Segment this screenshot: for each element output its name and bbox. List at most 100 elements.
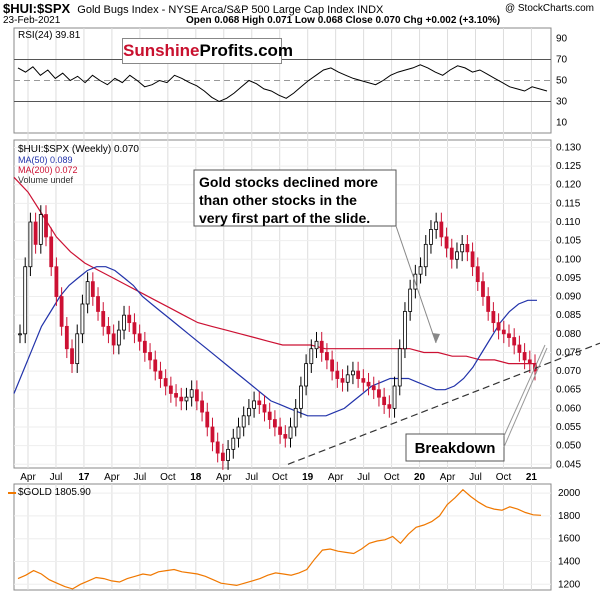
x-tick-label: Apr — [216, 472, 232, 483]
candle-body — [387, 404, 392, 409]
candle-body — [356, 370, 361, 379]
x-tick-label: Jul — [245, 472, 258, 483]
candle-body — [496, 322, 501, 331]
candle-body — [512, 337, 517, 346]
candle-body — [309, 348, 314, 365]
ma50-line — [13, 266, 537, 417]
ohlc-label: Open 0.068 High 0.071 Low 0.068 Close 0.… — [186, 15, 501, 26]
candle-body — [96, 296, 100, 312]
candle-body — [527, 359, 532, 365]
x-tick-label: Oct — [384, 472, 400, 483]
candle-body — [85, 281, 90, 305]
candle-body — [38, 214, 43, 245]
price-panel-frame — [13, 139, 552, 469]
annotation-box-2 — [405, 433, 505, 462]
candle-body — [319, 340, 324, 353]
candle-body — [257, 400, 262, 406]
candle-body — [127, 314, 132, 324]
candle-body — [439, 221, 444, 238]
candle-body — [397, 348, 402, 387]
candle-body — [101, 311, 106, 327]
price-y-tick: 0.125 — [556, 161, 581, 172]
x-tick-label: Jul — [133, 472, 146, 483]
gold-y-tick: 1200 — [558, 579, 581, 590]
annotation-text-1: Gold stocks declined more — [199, 174, 378, 190]
candle-body — [148, 352, 152, 361]
candle-body — [44, 214, 48, 238]
candle-body — [382, 396, 387, 406]
logo-part-2: Profits.com — [199, 41, 294, 60]
candle-body — [28, 221, 33, 268]
gold-line — [17, 488, 542, 590]
candle-body — [163, 378, 168, 387]
candle-body — [189, 389, 194, 398]
x-tick-label: Oct — [496, 472, 512, 483]
candle-body — [168, 385, 173, 394]
gold-y-tick: 1800 — [558, 511, 581, 522]
candle-body — [80, 303, 85, 335]
candle-body — [460, 243, 465, 253]
candle-body — [210, 426, 215, 443]
gold-panel-frame — [13, 483, 552, 591]
annotation-arrow-2b — [503, 347, 548, 448]
candle-body — [475, 266, 480, 283]
candle-body — [241, 415, 246, 428]
candle-body — [278, 426, 283, 435]
price-y-tick: 0.115 — [556, 198, 581, 209]
candle-body — [205, 411, 210, 428]
price-y-tick: 0.065 — [556, 385, 581, 396]
rsi-y-tick: 30 — [556, 97, 568, 108]
candle-body — [371, 385, 376, 391]
price-y-tick: 0.110 — [556, 217, 581, 228]
price-y-tick: 0.120 — [556, 180, 581, 191]
x-tick-label: Jul — [357, 472, 370, 483]
rsi-y-tick: 50 — [556, 76, 568, 87]
candle-body — [70, 348, 74, 365]
candle-body — [507, 333, 511, 338]
candle-body — [486, 296, 491, 312]
ma200-line — [13, 176, 537, 365]
candle-body — [132, 322, 137, 335]
candle-body — [429, 229, 433, 245]
gold-y-tick: 2000 — [558, 488, 581, 499]
x-tick-label: Oct — [160, 472, 176, 483]
candle-body — [340, 378, 345, 383]
candle-body — [293, 407, 298, 428]
price-y-tick: 0.130 — [556, 142, 581, 153]
rsi-line — [17, 64, 548, 103]
candle-body — [215, 441, 220, 454]
x-tick-label: 21 — [526, 472, 538, 483]
ma200-legend: MA(200) 0.072 — [18, 165, 78, 175]
candle-body — [304, 363, 309, 387]
candle-body — [345, 374, 350, 383]
candle-body — [288, 426, 293, 439]
support-trendline — [287, 342, 600, 465]
price-y-tick: 0.060 — [556, 403, 581, 414]
rsi-y-tick: 90 — [556, 34, 568, 45]
rsi-legend: RSI(24) 39.81 — [18, 30, 81, 41]
gold-y-tick: 1600 — [558, 534, 581, 545]
candle-body — [335, 370, 340, 379]
gold-y-tick: 1400 — [558, 557, 581, 568]
candle-body — [449, 247, 454, 260]
candle-body — [64, 325, 69, 350]
candle-body — [226, 448, 230, 461]
x-tick-label: Apr — [328, 472, 344, 483]
candle-body — [142, 340, 147, 353]
candle-body — [137, 333, 142, 342]
candle-body — [23, 266, 28, 335]
x-tick-label: Jul — [50, 472, 63, 483]
symbol-label: $HUI:$SPX — [3, 1, 71, 16]
x-tick-label: 18 — [190, 472, 202, 483]
candle-body — [481, 281, 485, 297]
candle-body — [522, 352, 527, 361]
candle-body — [325, 352, 329, 361]
candle-body — [111, 333, 116, 346]
candle-body — [418, 266, 423, 275]
annotation-text-1: than other stocks in the — [199, 192, 357, 208]
candle-body — [75, 333, 80, 365]
candle-body — [90, 281, 95, 297]
price-y-tick: 0.095 — [556, 273, 581, 284]
candle-body — [179, 396, 184, 402]
